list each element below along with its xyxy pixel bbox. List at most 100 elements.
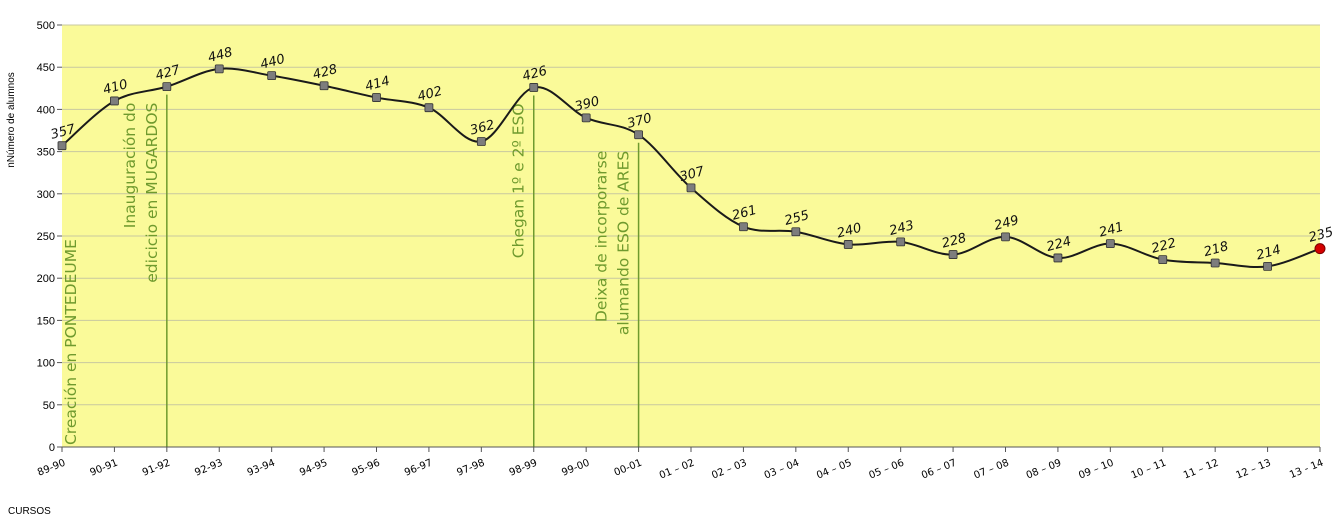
data-label: 410 (102, 77, 130, 98)
x-tick-label: 89-90 (36, 458, 67, 479)
x-tick-label: 06 – 07 (920, 458, 958, 482)
data-point (1158, 255, 1168, 265)
x-tick-label: 97-98 (455, 458, 486, 479)
data-label: 426 (521, 64, 549, 85)
x-axis-title: CURSOS (8, 506, 51, 517)
annotation-text: Inauguración do (121, 103, 139, 229)
data-point (1263, 261, 1272, 271)
x-tick-label: 93-94 (246, 458, 277, 479)
x-tick-label: 99-00 (560, 458, 591, 479)
data-point (739, 222, 748, 232)
x-tick-label: 98-99 (508, 458, 539, 479)
y-tick-label: 400 (37, 104, 55, 116)
x-tick-label: 02 – 03 (710, 458, 748, 482)
data-point (110, 96, 119, 106)
annotation-text: Deixa de incorporarse (593, 151, 611, 322)
x-tick-label: 03 – 04 (763, 458, 801, 482)
y-tick-label: 300 (37, 189, 55, 201)
x-tick-label: 90-91 (88, 458, 119, 479)
x-tick-label: 00-01 (613, 458, 644, 479)
x-tick-label: 91-92 (141, 458, 172, 479)
data-point (686, 183, 696, 193)
data-label: 261 (731, 203, 759, 224)
data-label: 402 (416, 84, 444, 105)
data-label: 448 (206, 45, 234, 66)
data-label: 255 (783, 208, 811, 229)
data-labels: 357 410 427 448 440 428 414 402 362 426 390 370 307 2… (49, 45, 1335, 263)
y-tick-label: 350 (37, 147, 55, 159)
data-label: 414 (364, 74, 392, 95)
y-tick-label: 450 (37, 62, 55, 74)
data-label: 224 (1045, 234, 1073, 255)
data-point (843, 240, 853, 249)
data-point-last (1314, 243, 1326, 255)
y-tick-label: 250 (37, 231, 55, 243)
data-label: 222 (1150, 236, 1178, 257)
data-label: 214 (1255, 243, 1283, 264)
data-point (424, 103, 434, 113)
data-label: 440 (259, 52, 287, 73)
data-point (1105, 239, 1115, 248)
data-point (57, 141, 67, 151)
data-point (791, 227, 801, 237)
y-axis-title: nNúmero de alumnos (6, 72, 17, 168)
data-label: 218 (1202, 239, 1230, 260)
data-point (1053, 253, 1063, 263)
data-point (1210, 258, 1220, 268)
data-point (581, 113, 591, 123)
data-markers (57, 64, 1326, 271)
data-label: 240 (835, 221, 863, 242)
data-label: 228 (940, 231, 968, 252)
annotation-lines (166, 94, 640, 447)
data-label: 235 (1307, 225, 1335, 246)
y-tick-label: 200 (37, 273, 55, 285)
x-tick-label: 12 – 13 (1234, 458, 1272, 482)
data-point (267, 71, 277, 81)
data-label: 241 (1097, 220, 1125, 241)
y-axis-ticks: 0 50 100 150 200 250 300 350 400 450 500 (37, 20, 62, 454)
x-tick-label: 05 – 06 (868, 458, 906, 482)
annotations: Creación en PONTEDEUME Inauguración do edi… (62, 103, 633, 445)
x-tick-label: 08 – 09 (1025, 458, 1063, 482)
annotation-text: edicicio en MUGARDOS (143, 103, 161, 283)
x-tick-label: 96-97 (403, 458, 434, 479)
y-tick-label: 0 (49, 442, 55, 454)
x-tick-label: 01 – 02 (658, 458, 696, 482)
gridlines (62, 24, 1320, 448)
data-point (476, 137, 486, 146)
data-point (372, 93, 381, 102)
x-tick-label: 04 – 05 (815, 458, 853, 482)
data-label: 307 (678, 164, 707, 185)
annotation-text: Creación en PONTEDEUME (62, 239, 80, 445)
data-point (1001, 232, 1010, 242)
data-point (319, 81, 329, 91)
data-label: 362 (468, 118, 496, 139)
x-tick-label: 10 – 11 (1130, 458, 1168, 482)
y-tick-label: 100 (37, 358, 55, 370)
data-point (162, 82, 172, 92)
x-tick-label: 11 – 12 (1182, 458, 1220, 482)
x-tick-label: 92-93 (193, 458, 224, 479)
x-tick-label: 13 - 14 (1288, 458, 1325, 481)
data-point (529, 83, 539, 92)
data-label: 428 (311, 62, 339, 83)
y-tick-label: 50 (43, 400, 55, 412)
data-label: 390 (573, 94, 601, 115)
data-label: 249 (993, 213, 1021, 234)
data-point (214, 64, 224, 74)
x-tick-label: 94-95 (298, 458, 329, 479)
data-point (634, 130, 643, 140)
x-tick-label: 07 – 08 (972, 458, 1010, 482)
data-label: 427 (154, 63, 183, 84)
data-label: 357 (49, 122, 78, 143)
annotation-text: alumando ESO de ARES (615, 151, 633, 335)
y-tick-label: 500 (37, 20, 55, 32)
x-axis-ticks: 89-90 90-91 91-92 92-93 93-94 94-95 95-96 96-97… (36, 446, 1325, 482)
y-tick-label: 150 (37, 315, 55, 327)
data-point (948, 250, 958, 259)
x-tick-label: 09 – 10 (1077, 458, 1115, 482)
data-point (896, 237, 906, 247)
data-label: 243 (888, 218, 916, 239)
x-tick-label: 95-96 (351, 458, 382, 479)
